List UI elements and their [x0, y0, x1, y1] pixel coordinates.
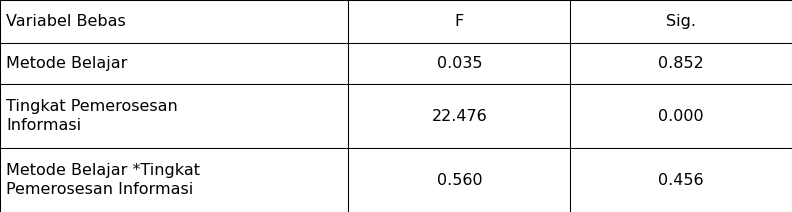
- Text: 0.035: 0.035: [436, 56, 482, 71]
- Bar: [348, 43, 570, 84]
- Text: F: F: [455, 14, 464, 29]
- Text: Tingkat Pemerosesan
Informasi: Tingkat Pemerosesan Informasi: [6, 99, 178, 133]
- Bar: [570, 148, 792, 212]
- Bar: [0, 43, 348, 84]
- Text: Sig.: Sig.: [666, 14, 696, 29]
- Bar: [0, 148, 348, 212]
- Text: 22.476: 22.476: [432, 109, 487, 124]
- Bar: [570, 0, 792, 43]
- Text: Variabel Bebas: Variabel Bebas: [6, 14, 126, 29]
- Bar: [0, 84, 348, 148]
- Bar: [348, 148, 570, 212]
- Text: Metode Belajar *Tingkat
Pemerosesan Informasi: Metode Belajar *Tingkat Pemerosesan Info…: [6, 163, 200, 197]
- Text: 0.000: 0.000: [658, 109, 704, 124]
- Bar: [348, 84, 570, 148]
- Bar: [570, 43, 792, 84]
- Text: Metode Belajar: Metode Belajar: [6, 56, 128, 71]
- Text: 0.560: 0.560: [436, 173, 482, 188]
- Bar: [570, 84, 792, 148]
- Bar: [348, 0, 570, 43]
- Text: 0.456: 0.456: [658, 173, 704, 188]
- Text: 0.852: 0.852: [658, 56, 704, 71]
- Bar: [0, 0, 348, 43]
